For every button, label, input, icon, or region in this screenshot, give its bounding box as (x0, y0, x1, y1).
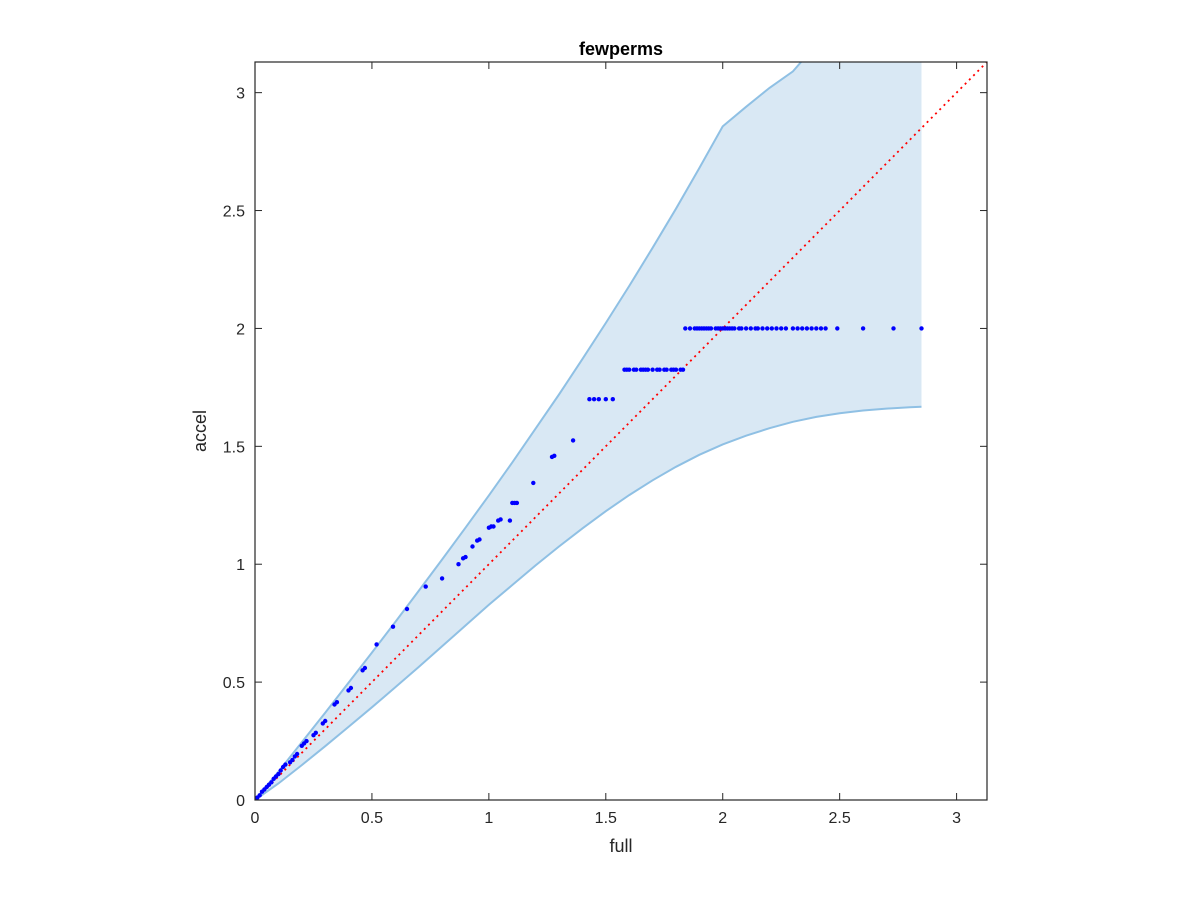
data-point (348, 685, 354, 691)
data-point (823, 326, 828, 331)
data-point (334, 700, 340, 705)
data-point (650, 367, 655, 372)
data-point (456, 562, 461, 567)
y-tick-label: 0 (236, 793, 245, 810)
x-tick-label: 1.5 (595, 810, 617, 827)
data-point (755, 326, 760, 331)
data-point (804, 326, 810, 331)
data-point (645, 367, 651, 372)
data-point (891, 326, 896, 331)
data-point (708, 326, 714, 331)
data-point (491, 524, 496, 529)
data-point (470, 544, 475, 549)
x-tick-label: 2.5 (829, 810, 851, 827)
data-point (680, 367, 686, 372)
y-tick-label: 2.5 (223, 204, 245, 221)
y-tick-label: 1 (236, 557, 245, 574)
data-point (814, 326, 819, 331)
data-point (304, 738, 309, 744)
data-point (683, 326, 688, 331)
data-point (739, 326, 744, 331)
data-point (919, 326, 924, 331)
data-point (627, 367, 632, 372)
band-lower-edge (255, 405, 922, 800)
chart-title: fewperms (579, 39, 663, 59)
data-point (800, 326, 805, 331)
data-point (809, 326, 814, 331)
data-point (507, 518, 513, 523)
data-point (552, 453, 557, 458)
data-point (795, 326, 800, 331)
data-point (769, 326, 774, 331)
data-point (283, 762, 288, 767)
data-point (783, 326, 789, 331)
data-point (514, 500, 520, 506)
y-tick-label: 2 (236, 321, 245, 338)
data-point (477, 537, 482, 542)
data-point (362, 665, 368, 671)
data-point (404, 606, 410, 612)
data-point (664, 367, 669, 372)
data-point (269, 780, 274, 785)
data-point (313, 730, 318, 735)
y-tick-label: 3 (236, 86, 245, 103)
band-upper-edge (255, 62, 802, 800)
data-point (732, 326, 737, 331)
y-tick-label: 1.5 (223, 439, 245, 456)
data-point (463, 554, 468, 560)
data-point (591, 397, 597, 402)
data-point (835, 326, 840, 331)
axes-box (254, 61, 988, 801)
data-point (687, 326, 693, 331)
data-point (423, 584, 428, 589)
y-axis-label: accel (190, 410, 210, 452)
data-point (587, 397, 592, 402)
data-point (294, 751, 300, 757)
data-point (610, 397, 615, 402)
data-point (765, 326, 770, 331)
data-point (760, 326, 765, 331)
x-tick-label: 1 (484, 810, 493, 827)
data-point (673, 367, 679, 372)
data-point (531, 480, 536, 486)
data-point (603, 397, 608, 402)
data-point (818, 326, 824, 331)
data-point (774, 326, 779, 331)
data-point (634, 367, 639, 372)
data-point (779, 326, 784, 331)
data-point (257, 793, 262, 798)
x-tick-label: 2 (718, 810, 727, 827)
data-point (439, 576, 445, 581)
data-point (276, 771, 281, 777)
data-point (748, 326, 753, 331)
data-point (498, 517, 503, 522)
y-tick-label: 0.5 (223, 675, 245, 692)
data-point (596, 397, 601, 402)
x-tick-label: 3 (952, 810, 961, 827)
x-axis-label: full (609, 836, 632, 856)
data-point (860, 326, 866, 331)
data-point (374, 642, 379, 647)
data-point (743, 326, 749, 331)
x-tick-label: 0 (251, 810, 260, 827)
data-point (657, 367, 662, 372)
data-point (570, 438, 576, 443)
data-point (323, 718, 328, 724)
data-point (290, 757, 295, 763)
confidence-band (255, 62, 922, 800)
x-tick-label: 0.5 (361, 810, 383, 827)
data-point (390, 624, 396, 629)
data-point (278, 768, 283, 773)
data-point (790, 326, 796, 331)
